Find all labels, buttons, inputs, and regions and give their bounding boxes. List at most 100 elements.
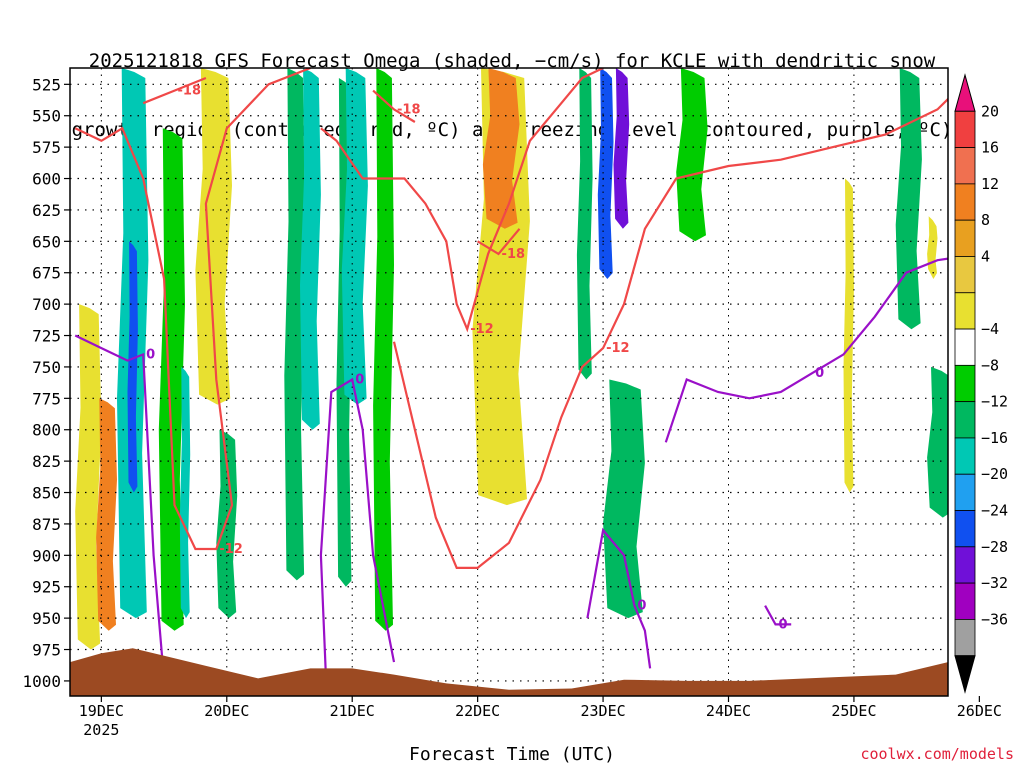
y-tick-label-850: 850	[32, 484, 61, 503]
colorbar-label-12: −32	[981, 574, 1008, 592]
y-tick-label-975: 975	[32, 641, 61, 660]
freezing-contour-label-0: 0	[146, 347, 155, 362]
dgz-contour-3	[142, 76, 207, 105]
terrain-ground	[70, 648, 948, 696]
freezing-contour-3	[664, 257, 948, 443]
omega-region-11	[341, 68, 368, 405]
colorbar-box-1	[954, 110, 976, 148]
colorbar-box-8	[954, 364, 976, 403]
x-tick-label-6: 25DEC	[831, 702, 876, 720]
colorbar-label-4: 4	[981, 247, 990, 265]
x-tick-sublabel-0: 2025	[83, 721, 119, 739]
dgz-contour-1	[320, 68, 604, 333]
colorbar-label-0: 20	[981, 102, 999, 120]
colorbar-label-5: −4	[981, 320, 999, 338]
dgz-contour-label-5: -18	[502, 247, 526, 262]
colorbar-box-15	[954, 619, 976, 657]
grid-lines	[70, 68, 948, 696]
colorbar-label-8: −16	[981, 429, 1008, 447]
y-tick-label-750: 750	[32, 358, 61, 377]
dgz-contours: -12 -12 -12 -18 -18 -18	[74, 68, 948, 569]
omega-region-23	[927, 366, 948, 518]
dgz-contour-label-2: -12	[606, 341, 630, 356]
colorbar-label-10: −24	[981, 502, 1008, 520]
omega-region-22	[927, 216, 938, 279]
freezing-contour-0	[74, 334, 166, 681]
y-tick-label-600: 600	[32, 170, 61, 189]
y-tick-label-875: 875	[32, 515, 61, 534]
omega-region-15	[576, 68, 593, 380]
dgz-contour-4	[372, 89, 416, 123]
credit-link[interactable]: coolwx.com/models	[860, 745, 1014, 763]
y-tick-label-650: 650	[32, 232, 61, 251]
omega-region-9	[300, 68, 321, 430]
freezing-contour-4	[764, 605, 792, 626]
x-tick-label-0: 19DEC	[79, 702, 124, 720]
freezing-level-contours: 0 0 0 0 0	[74, 257, 948, 681]
omega-shading	[75, 68, 948, 650]
colorbar-label-7: −12	[981, 393, 1008, 411]
x-tick-label-4: 23DEC	[580, 702, 625, 720]
dgz-contour-5	[477, 228, 521, 256]
axes	[69, 67, 949, 697]
dgz-contour-label-3: -18	[178, 84, 202, 99]
x-tick-label-2: 21DEC	[330, 702, 375, 720]
freezing-contour-label-1: 0	[355, 372, 364, 387]
colorbar-label-3: 8	[981, 211, 990, 229]
y-tick-label-950: 950	[32, 609, 61, 628]
x-tick-label-1: 20DEC	[204, 702, 249, 720]
plot-frame	[69, 67, 949, 697]
omega-region-16	[597, 68, 614, 279]
y-tick-label-525: 525	[32, 75, 61, 94]
omega-region-8	[284, 68, 306, 581]
colorbar-top-arrow	[954, 73, 976, 112]
omega-region-17	[613, 68, 630, 229]
omega-region-18	[603, 379, 645, 619]
colorbar-label-2: 12	[981, 175, 999, 193]
omega-region-14	[482, 68, 520, 229]
x-tick-label-7: 26DEC	[957, 702, 1002, 720]
dgz-contour-label-0: -12	[219, 542, 243, 557]
omega-region-0	[75, 304, 102, 650]
y-tick-label-550: 550	[32, 107, 61, 126]
colorbar-box-10	[954, 437, 976, 475]
freezing-contour-1	[319, 377, 396, 681]
colorbar-box-14	[954, 582, 976, 620]
colorbar-label-1: 16	[981, 139, 999, 157]
y-axis-ticks: 525 550 575 600 625 650 675 700 725 750 775 800 825 8…	[22, 75, 70, 691]
freezing-contour-label-3: 0	[815, 366, 824, 381]
dgz-contour-label-1: -12	[470, 322, 494, 337]
colorbar-box-13	[954, 546, 976, 584]
colorbar-box-11	[954, 473, 976, 511]
colorbar-box-9	[954, 401, 976, 439]
omega-region-19	[676, 68, 708, 242]
dgz-contour-label-4: -18	[397, 102, 421, 117]
omega-region-21	[895, 68, 922, 330]
y-tick-label-575: 575	[32, 138, 61, 157]
colorbar-box-5	[954, 256, 976, 294]
colorbar-label-11: −28	[981, 538, 1008, 556]
y-tick-label-725: 725	[32, 327, 61, 346]
colorbar-box-4	[954, 219, 976, 257]
y-tick-label-925: 925	[32, 578, 61, 597]
colorbar-label-6: −8	[981, 356, 999, 374]
omega-region-4	[158, 128, 185, 631]
y-tick-label-825: 825	[32, 452, 61, 471]
y-tick-label-900: 900	[32, 546, 61, 565]
dgz-contour-2	[392, 97, 948, 569]
dgz-contour-0	[74, 68, 311, 551]
y-tick-label-625: 625	[32, 201, 61, 220]
colorbar-box-3	[954, 183, 976, 221]
x-tick-label-5: 24DEC	[706, 702, 751, 720]
colorbar-box-12	[954, 510, 976, 548]
x-axis-label: Forecast Time (UTC)	[409, 744, 615, 765]
y-tick-label-1000: 1000	[22, 672, 61, 691]
colorbar: 20 16 12 8 4 −4 −8 −12 −16 −20 −24 −28 −32 −36	[954, 73, 1008, 694]
omega-region-20	[843, 178, 854, 493]
omega-region-6	[195, 68, 232, 405]
y-tick-label-675: 675	[32, 264, 61, 283]
y-tick-label-700: 700	[32, 295, 61, 314]
freezing-contour-label-4: 0	[779, 617, 788, 632]
